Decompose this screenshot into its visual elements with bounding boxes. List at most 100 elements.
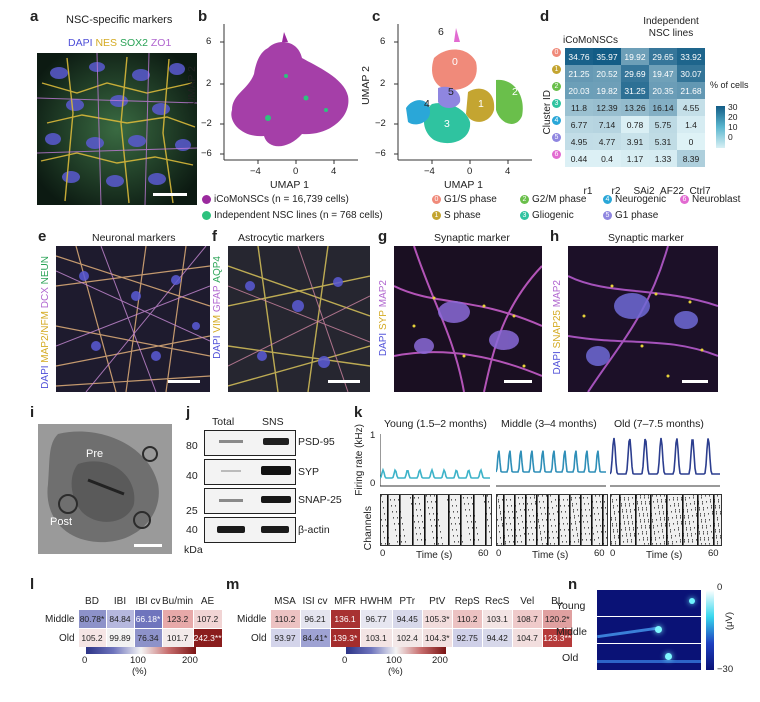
- column-header: IBI cv: [135, 596, 161, 607]
- column-header: BL: [551, 596, 564, 607]
- stain-label: DAPI: [68, 37, 93, 49]
- umap-plot-b: 6 2 −2 −6 −4 0 4 UMAP 1 UMAP 2: [186, 18, 368, 201]
- heatmap-cell: 0: [677, 133, 705, 150]
- panel-f-stain-legend: DAPI VIM GFAP AQP4: [212, 256, 223, 359]
- column-header: IBI: [113, 596, 127, 607]
- heatmap-cell: 20.35: [649, 82, 677, 99]
- column-label: SAi2: [633, 186, 655, 197]
- panel-label-c: c: [372, 8, 381, 25]
- heatmap-cell: 102.4: [391, 628, 423, 648]
- legend-c-item: 0 G1/S phase: [432, 194, 497, 205]
- cluster-label: 5: [448, 86, 454, 98]
- x-tick: 0: [610, 548, 616, 559]
- row-label: Old: [250, 632, 267, 644]
- x-tick: −4: [424, 166, 435, 177]
- scale-bar: [168, 380, 200, 383]
- x-tick: 4: [505, 166, 511, 177]
- group-label-old: Old (7–7.5 months): [614, 418, 704, 430]
- colorbar-l: [86, 647, 196, 654]
- row-label-middle: Middle: [556, 626, 587, 638]
- row-label: Middle: [45, 613, 75, 625]
- row-label: Middle: [237, 613, 267, 625]
- lane-label-total: Total: [212, 416, 235, 428]
- x-tick: 60: [708, 548, 719, 559]
- column-header: MFR: [334, 596, 356, 607]
- legend-c-item: 2 G2/M phase: [520, 194, 586, 205]
- y-tick: 1: [370, 430, 376, 441]
- channels-ylabel: Channels: [362, 506, 374, 551]
- heatmap-cell: 136.1: [329, 609, 361, 629]
- cluster-dot-icon: 5: [603, 210, 612, 220]
- colorbar-tick: 100: [130, 655, 146, 666]
- stain-label: NES: [95, 37, 118, 49]
- post-label: Post: [50, 516, 73, 528]
- blot-syp: [204, 459, 296, 485]
- cluster-percentage-heatmap: 34.76 35.97 19.92 29.65 33.92 21.25 20.52 29.69…: [565, 48, 705, 167]
- cluster-dot-icon: 4: [603, 194, 612, 204]
- y-tick: −6: [201, 148, 212, 159]
- blot-psd95: [204, 430, 296, 456]
- firing-rate-ylabel: Firing rate (kHz): [354, 424, 365, 496]
- heatmap-cell: 94.42: [481, 628, 513, 648]
- propagation-map-old: [597, 644, 701, 670]
- heatmap-cell: 1.33: [649, 150, 677, 167]
- x-tick: 0: [380, 548, 386, 559]
- heatmap-cell: 1.4: [677, 116, 705, 133]
- firing-trace-young: [379, 430, 490, 495]
- panel-label-m: m: [226, 576, 240, 593]
- cluster-dot-icon: 0: [432, 194, 441, 204]
- time-xlabel: Time (s): [416, 550, 453, 561]
- heatmap-cell: 0.78: [621, 116, 649, 133]
- cluster-id-badge: 3: [552, 99, 561, 108]
- heatmap-cell: 4.77: [593, 133, 621, 150]
- heatmap-cell: 12.39: [593, 99, 621, 116]
- colorbar-tick: 100: [386, 655, 402, 666]
- heatmap-cell: 20.03: [565, 82, 593, 99]
- heatmap-cell: 0.4: [593, 150, 621, 167]
- heatmap-cell: 66.18*: [133, 609, 163, 629]
- heatmap-cell: 103.1: [359, 628, 393, 648]
- panel-label-b: b: [198, 8, 208, 25]
- time-xlabel: Time (s): [532, 550, 569, 561]
- blot-label: SYP: [298, 466, 320, 478]
- y-axis-label: UMAP 2: [186, 66, 198, 105]
- heatmap-cell: 108.7: [511, 609, 543, 629]
- lane-label-sns: SNS: [262, 416, 284, 428]
- scale-bar: [682, 380, 708, 383]
- panel-label-d: d: [540, 8, 550, 25]
- x-tick: 0: [496, 548, 502, 559]
- heatmap-cell: 1.17: [621, 150, 649, 167]
- colorbar-unit: (%): [132, 666, 147, 677]
- panel-a-stain-legend: DAPI NES SOX2 ZO1: [68, 37, 171, 49]
- raster-middle: [496, 494, 608, 546]
- colorbar-tick: −30: [717, 664, 734, 675]
- heatmap-cell: 0.44: [565, 150, 593, 167]
- panel-label-n: n: [568, 576, 578, 593]
- snap25-synaptic-micrograph: [568, 246, 718, 392]
- col-group-independent: Independent NSC lines: [643, 16, 699, 39]
- x-tick: 60: [478, 548, 489, 559]
- firing-trace-old: [609, 430, 720, 495]
- column-header: Bu/min: [162, 596, 194, 607]
- panel-label-a: a: [30, 8, 39, 25]
- propagation-map-middle: [597, 617, 701, 643]
- heatmap-cell: 105.2: [77, 628, 107, 648]
- blot-label: PSD-95: [298, 436, 335, 448]
- scale-bar: [153, 193, 187, 196]
- heatmap-cell: 29.65: [649, 48, 677, 65]
- heatmap-cell: 29.69: [621, 65, 649, 82]
- astrocytic-marker-micrograph: [228, 246, 370, 392]
- panel-label-f: f: [212, 228, 217, 245]
- colorbar-tick: 0: [342, 655, 348, 666]
- y-axis-label: UMAP 2: [360, 66, 372, 105]
- heatmap-cell: 6.77: [565, 116, 593, 133]
- heatmap-cell: 21.68: [677, 82, 705, 99]
- cluster-id-badge: 1: [552, 65, 561, 74]
- cluster-id-badge: 2: [552, 82, 561, 91]
- x-tick: 0: [293, 166, 299, 177]
- heatmap-cell: 19.92: [621, 48, 649, 65]
- panel-g-title: Synaptic marker: [434, 232, 510, 244]
- heatmap-cell: 7.14: [593, 116, 621, 133]
- legend-dot-icon: [202, 194, 211, 204]
- panel-label-e: e: [38, 228, 47, 245]
